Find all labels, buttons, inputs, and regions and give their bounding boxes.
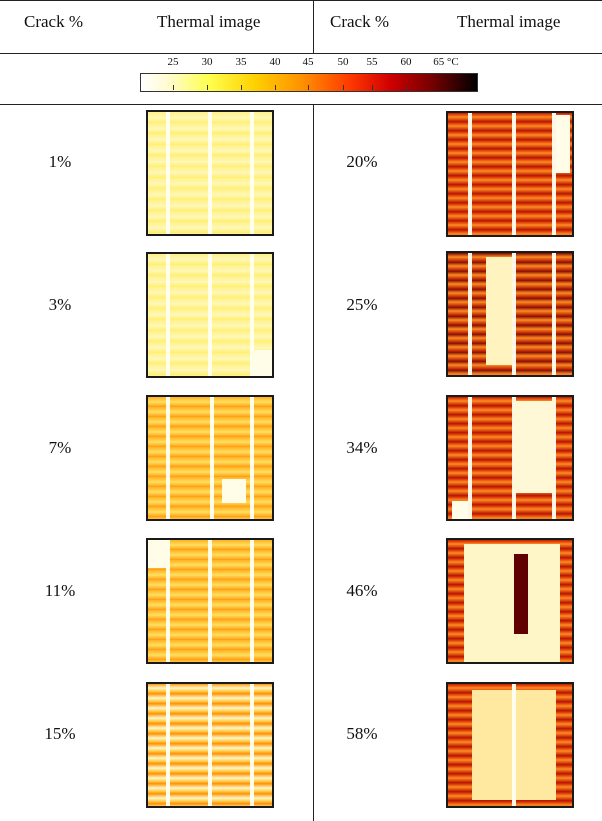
busbar [208,540,212,662]
thermal-image [146,110,274,236]
busbar [166,540,170,662]
crack-percent-right: 58% [346,724,378,743]
scale-tick-mark [372,85,373,90]
scale-tick-label: 45 [302,56,314,68]
header-thermal-left: Thermal image [157,12,261,31]
scale-tick-label: 35 [235,56,247,68]
busbar [552,253,556,375]
thermal-image [446,538,574,664]
busbar [250,397,254,519]
header-crack-left: Crack % [24,12,84,31]
scale-tick-mark [275,85,276,90]
hotspot-region [514,401,554,493]
thermal-image [146,682,274,808]
header-bottom-rule [0,53,602,54]
busbar [512,113,516,235]
thermal-image [446,682,574,808]
crack-percent-left: 11% [44,581,76,600]
crack-percent-left: 15% [44,724,76,743]
scale-tick-label: 40 [269,56,281,68]
crack-percent-right: 46% [346,581,378,600]
crack-percent-right: 34% [346,438,378,457]
busbar [512,253,516,375]
thermal-image [146,395,274,521]
busbar [552,113,556,235]
hotspot-region [252,350,272,376]
scale-bottom-rule [0,104,602,105]
scale-gradient-bar [140,73,478,92]
scale-tick-label: 30 [201,56,213,68]
header-crack-right: Crack % [330,12,390,31]
column-divider-body [313,104,314,821]
thermal-image [146,538,274,664]
scale-tick-label: 50 [337,56,349,68]
busbar [250,540,254,662]
crack-percent-right: 25% [346,295,378,314]
crack-percent-right: 20% [346,152,378,171]
scale-tick-label: 60 [400,56,412,68]
header-thermal-right: Thermal image [457,12,561,31]
scale-tick-mark [406,85,407,90]
busbar [166,254,170,376]
crack-percent-left: 1% [48,152,72,171]
scale-tick-label: 65 °C [433,56,459,68]
busbar [250,684,254,806]
busbar [166,684,170,806]
busbar [250,112,254,234]
busbar [166,112,170,234]
hotspot-region [148,540,166,568]
busbar [250,254,254,376]
busbar [208,112,212,234]
scale-tick-label: 25 [167,56,179,68]
scale-tick-mark [241,85,242,90]
scale-tick-mark [207,85,208,90]
crack-percent-left: 7% [48,438,72,457]
temperature-color-scale: 25 30 35 40 45 50 55 60 65 °C [140,56,480,96]
busbar [468,253,472,375]
scale-tick-mark [173,85,174,90]
thermal-image [446,111,574,237]
busbar [552,397,556,519]
busbar [166,397,170,519]
scale-tick-labels: 25 30 35 40 45 50 55 60 65 °C [140,56,480,70]
hotspot-region [486,257,512,365]
scale-tick-label: 55 [366,56,378,68]
busbar [208,684,212,806]
busbar [468,397,472,519]
hotspot-region [464,544,560,662]
busbar [512,684,516,806]
hotspot-region [514,554,528,634]
scale-tick-mark [308,85,309,90]
busbar [210,397,214,519]
thermal-image [446,395,574,521]
hotspot-region [222,479,246,503]
column-divider-header [313,0,314,53]
busbar [468,113,472,235]
table-top-rule [0,0,602,1]
hotspot-region [556,115,570,173]
busbar [208,254,212,376]
thermal-image [446,251,574,377]
crack-percent-left: 3% [48,295,72,314]
hotspot-region [452,501,468,519]
thermal-image [146,252,274,378]
scale-tick-mark [343,85,344,90]
